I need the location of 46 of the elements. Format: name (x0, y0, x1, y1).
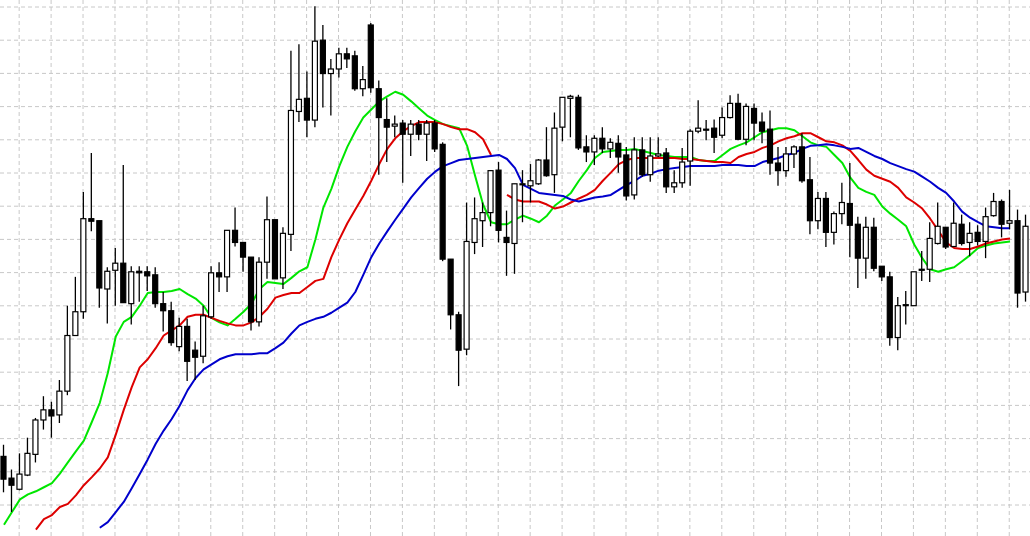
candlestick (399, 119, 406, 184)
candlestick (303, 70, 311, 138)
candlestick (703, 119, 710, 141)
candlestick (695, 99, 702, 134)
candlestick (88, 152, 95, 232)
candlestick (192, 340, 199, 381)
candlestick (239, 241, 247, 273)
candlestick (838, 182, 845, 225)
candlestick (607, 137, 614, 159)
candlestick (343, 47, 350, 69)
candlestick (902, 290, 909, 326)
candlestick (647, 136, 654, 183)
candlestick (782, 146, 790, 178)
candlestick (359, 65, 366, 97)
candlestick (144, 265, 151, 292)
candlestick (615, 134, 622, 174)
candlestick (295, 43, 303, 123)
candlestick (231, 206, 239, 248)
candlestick (160, 291, 167, 333)
candlestick (671, 169, 678, 194)
candlestick (215, 261, 223, 293)
candlestick (814, 191, 822, 230)
candlestick (679, 147, 686, 189)
candlestick (423, 119, 430, 162)
candlestick (918, 250, 925, 282)
candlestick (335, 47, 342, 79)
candlestick (846, 162, 853, 258)
candlestick (726, 94, 734, 120)
candlestick (758, 111, 766, 144)
candlestick (942, 226, 949, 250)
candlestick (750, 102, 758, 141)
candlestick (830, 210, 837, 246)
candlestick (934, 201, 941, 246)
candlestick (407, 119, 414, 157)
candlestick (719, 106, 726, 139)
candlestick (391, 114, 398, 138)
candlestick (655, 136, 662, 158)
candlestick (383, 97, 390, 163)
candlestick (327, 58, 334, 117)
candlestick (176, 317, 183, 352)
candlestick (711, 118, 718, 154)
candlestick (112, 247, 119, 307)
candlestick (104, 266, 111, 325)
candlestick (774, 146, 782, 187)
candlestick (790, 144, 798, 169)
candlestick (415, 119, 422, 141)
